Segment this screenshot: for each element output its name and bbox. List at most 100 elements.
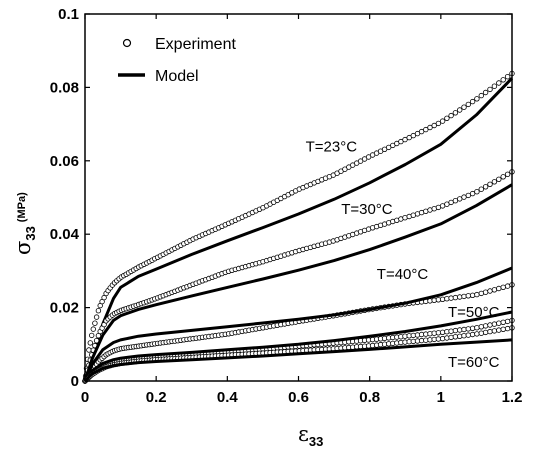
series-2: T=40°C <box>82 266 515 384</box>
series-1: T=30°C <box>82 169 515 384</box>
axis-ticks: 0 0.2 0.4 0.6 0.8 1 1.2 0 0.02 0.04 0.06 0.08 0.1 <box>50 6 523 406</box>
experiment-point <box>448 328 454 334</box>
model-line <box>83 266 513 382</box>
experiment-point <box>500 326 506 332</box>
y-tick-label: 0.08 <box>50 79 79 96</box>
experiment-point <box>496 176 502 182</box>
experiment-point <box>469 331 476 338</box>
experiment-point <box>465 332 471 338</box>
experiment-point <box>469 292 476 298</box>
experiment-point <box>418 128 425 135</box>
experiment-point <box>427 124 433 131</box>
experiment-point <box>491 321 498 327</box>
experiment-point <box>95 308 102 314</box>
experiment-point <box>478 186 484 192</box>
experiment-point <box>478 324 484 330</box>
experiment-point <box>478 92 484 99</box>
experiment-point <box>439 296 446 302</box>
curve-label: T=23°C <box>306 139 358 156</box>
experiment-point <box>461 333 467 339</box>
experiment-point <box>461 104 467 110</box>
experiment-point <box>457 294 463 300</box>
legend-experiment-marker <box>122 38 132 48</box>
experiment-point <box>448 295 454 301</box>
y-tick-label: 0.04 <box>50 226 80 243</box>
experiment-point <box>504 318 511 325</box>
experiment-point <box>410 132 416 139</box>
experiment-point <box>487 181 493 187</box>
experiment-point <box>90 326 96 332</box>
experiment-point <box>504 171 511 177</box>
y-tick-label: 0 <box>71 373 79 390</box>
experiment-point <box>469 325 476 331</box>
experiment-point <box>478 290 484 297</box>
y-axis-label: σ33(MPa) <box>11 192 38 255</box>
experiment-point <box>448 334 454 341</box>
experiment-point <box>500 319 506 325</box>
y-tick-label: 0.02 <box>50 300 79 317</box>
x-tick-label: 0 <box>81 389 89 406</box>
experiment-point <box>461 326 467 333</box>
experiment-point <box>457 333 463 339</box>
x-tick-label: 0.6 <box>288 389 309 406</box>
experiment-point <box>469 190 476 197</box>
curve-label: T=30°C <box>341 201 393 218</box>
experiment-point <box>87 340 93 346</box>
experiment-point <box>461 293 467 300</box>
experiment-point <box>482 329 489 336</box>
experiment-point <box>496 327 502 333</box>
series-0: T=23°C <box>82 70 515 384</box>
experiment-point <box>474 325 480 331</box>
experiment-point <box>504 325 511 332</box>
curve-label: T=40°C <box>377 266 429 283</box>
experiment-point <box>500 284 506 290</box>
experiment-point <box>86 347 92 353</box>
experiment-point <box>500 174 506 180</box>
legend-experiment-label: Experiment <box>155 36 236 53</box>
experiment-point <box>474 96 480 102</box>
experiment-point <box>474 291 480 298</box>
legend: Experiment Model <box>118 36 236 85</box>
experiment-point <box>491 328 498 334</box>
experiment-point <box>452 327 459 334</box>
curve-label: T=50°C <box>448 304 500 321</box>
curve-label: T=60°C <box>448 354 500 371</box>
experiment-point <box>88 332 95 339</box>
experiment-point <box>423 126 429 133</box>
experiment-point <box>487 328 493 335</box>
x-tick-label: 0.2 <box>146 389 167 406</box>
experiment-point <box>504 283 511 289</box>
chart-marks: T=23°C T=30°C T=40°C T=50°C T=60°C <box>82 70 515 384</box>
y-tick-label: 0.06 <box>50 153 79 170</box>
series-4: T=60°C <box>82 325 515 384</box>
x-tick-label: 1.2 <box>502 389 523 406</box>
experiment-point <box>504 73 511 80</box>
experiment-point <box>478 330 484 336</box>
experiment-point <box>452 110 459 116</box>
experiment-point <box>439 335 446 342</box>
x-tick-label: 0.4 <box>217 389 239 406</box>
experiment-point <box>496 320 502 326</box>
experiment-point <box>431 122 437 129</box>
legend-model-label: Model <box>155 68 199 85</box>
experiment-point <box>439 118 446 124</box>
experiment-point <box>482 289 489 295</box>
experiment-point <box>500 77 506 83</box>
experiment-point <box>465 293 471 299</box>
experiment-point <box>452 334 459 340</box>
experiment-point <box>491 83 498 89</box>
experiment-point <box>482 89 489 96</box>
experiment-point <box>474 188 480 195</box>
experiment-point <box>402 136 408 143</box>
model-line <box>83 77 514 382</box>
experiment-point <box>496 80 502 86</box>
experiment-point <box>92 320 98 326</box>
experiment-point <box>444 115 450 121</box>
x-tick-label: 0.8 <box>359 389 380 406</box>
model-line <box>83 338 513 383</box>
experiment-point <box>357 158 364 164</box>
experiment-point <box>487 288 493 294</box>
experiment-point <box>448 112 454 119</box>
y-tick-label: 0.1 <box>58 6 79 23</box>
experiment-point <box>469 98 476 105</box>
